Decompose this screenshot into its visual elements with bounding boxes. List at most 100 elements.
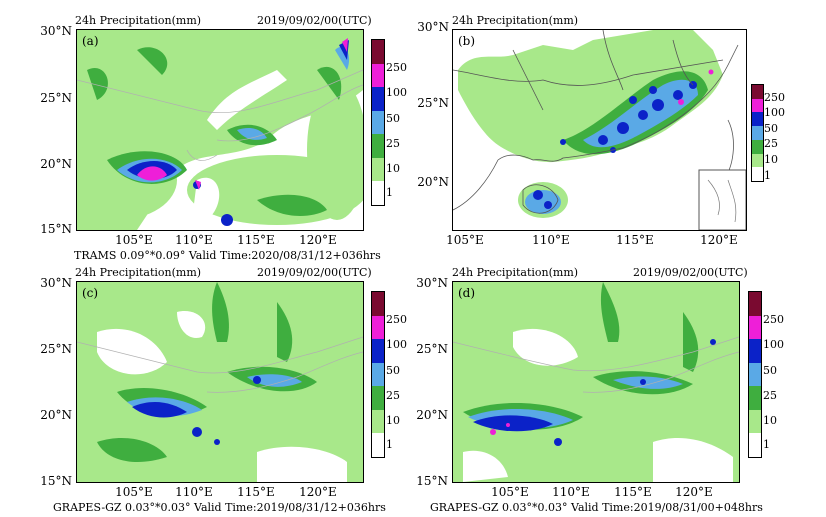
panel-b-legend-label: 25 (764, 137, 778, 150)
panel-a-xtick: 120°E (299, 233, 337, 247)
colorbar-segment (372, 386, 384, 410)
panel-a-ytick: 20°N (40, 157, 72, 171)
colorbar-segment (752, 153, 763, 168)
panel-b-title: 24h Precipitation(mm) (452, 14, 579, 27)
panel-d-xtick: 115°E (614, 485, 652, 499)
colorbar-segment (749, 433, 761, 457)
panel-d-legend-label: 250 (763, 313, 784, 326)
panel-a-xtick: 115°E (237, 233, 275, 247)
panel-b-colorbar (751, 84, 764, 182)
panel-a-legend-label: 10 (386, 162, 400, 175)
panel-d-ytick: 30°N (416, 276, 448, 290)
colorbar-segment (372, 315, 384, 340)
panel-a-date: 2019/09/02/00(UTC) (257, 14, 372, 27)
panel-c-legend-label: 100 (386, 338, 407, 351)
panel-c-legend-label: 25 (386, 389, 400, 402)
panel-b-ytick: 20°N (417, 175, 449, 189)
colorbar-segment (749, 315, 761, 340)
panel-d-legend-label: 10 (763, 414, 777, 427)
panel-b-legend-label: 250 (764, 91, 785, 104)
colorbar-segment (752, 112, 763, 127)
panel-b-legend-label: 100 (764, 106, 785, 119)
panel-c-xtick: 105°E (115, 485, 153, 499)
panel-d-legend-label: 50 (763, 364, 777, 377)
panel-c-label: (c) (82, 286, 99, 300)
panel-a-xtick: 105°E (115, 233, 153, 247)
panel-d-legend-label: 1 (763, 438, 770, 451)
colorbar-segment (372, 292, 384, 316)
colorbar-segment (752, 98, 763, 113)
panel-b-legend-label: 10 (764, 153, 778, 166)
panel-d-label: (d) (458, 286, 476, 300)
panel-c-legend-label: 50 (386, 364, 400, 377)
panel-c-title: 24h Precipitation(mm) (75, 266, 202, 279)
panel-a-legend-label: 25 (386, 137, 400, 150)
colorbar-segment (752, 167, 763, 181)
colorbar-segment (752, 139, 763, 154)
colorbar-segment (372, 362, 384, 387)
panel-c-legend-label: 1 (386, 438, 393, 451)
panel-d-ytick: 25°N (416, 342, 448, 356)
panel-a-legend-label: 100 (386, 86, 407, 99)
colorbar-segment (749, 362, 761, 387)
colorbar-segment (372, 110, 384, 135)
panel-c-xtick: 110°E (175, 485, 213, 499)
colorbar-segment (372, 433, 384, 457)
colorbar-segment (372, 87, 384, 111)
panel-b-ytick: 30°N (417, 20, 449, 34)
panel-a-footer: TRAMS 0.09°*0.09° Valid Time:2020/08/31/… (74, 249, 381, 262)
panel-a-ytick: 15°N (40, 222, 72, 236)
panel-c-ytick: 15°N (40, 474, 72, 488)
colorbar-segment (372, 181, 384, 205)
panel-d-ytick: 20°N (416, 408, 448, 422)
panel-b-label: (b) (458, 34, 476, 48)
panel-a-xtick: 110°E (175, 233, 213, 247)
panel-a-precip-field (77, 30, 363, 230)
panel-b-xtick: 105°E (446, 233, 484, 247)
colorbar-segment (372, 409, 384, 434)
panel-c-ytick: 25°N (40, 342, 72, 356)
panel-d-xtick: 120°E (675, 485, 713, 499)
colorbar-segment (749, 409, 761, 434)
panel-a-legend-label: 1 (386, 186, 393, 199)
panel-b-map: (b) (452, 29, 747, 231)
panel-d-precip-field (453, 282, 739, 482)
panel-d-map: (d) (452, 281, 740, 483)
panel-a-title: 24h Precipitation(mm) (75, 14, 202, 27)
panel-a-ytick: 30°N (40, 24, 72, 38)
panel-b-ytick: 25°N (417, 96, 449, 110)
panel-c-legend-label: 10 (386, 414, 400, 427)
colorbar-segment (749, 339, 761, 363)
colorbar-segment (749, 386, 761, 410)
colorbar-segment (372, 339, 384, 363)
panel-d-xtick: 105°E (491, 485, 529, 499)
panel-d-colorbar (748, 291, 762, 458)
panel-d-footer: GRAPES-GZ 0.03°*0.03° Valid Time:2019/08… (430, 501, 763, 514)
panel-c-footer: GRAPES-GZ 0.03°*0.03° Valid Time:2019/08… (53, 501, 386, 514)
colorbar-segment (372, 40, 384, 64)
panel-a-legend-label: 250 (386, 61, 407, 74)
panel-d-title: 24h Precipitation(mm) (452, 266, 579, 279)
colorbar-segment (749, 292, 761, 316)
colorbar-segment (372, 157, 384, 182)
panel-a-label: (a) (82, 34, 99, 48)
colorbar-segment (372, 134, 384, 158)
panel-b-xtick: 110°E (532, 233, 570, 247)
panel-c-precip-field (77, 282, 363, 482)
panel-d-date: 2019/09/02/00(UTC) (633, 266, 748, 279)
panel-c-ytick: 30°N (40, 276, 72, 290)
panel-b-legend-label: 1 (764, 169, 771, 182)
panel-c-date: 2019/09/02/00(UTC) (257, 266, 372, 279)
colorbar-segment (752, 85, 763, 99)
panel-d-legend-label: 25 (763, 389, 777, 402)
panel-a-ytick: 25°N (40, 91, 72, 105)
panel-c-map: (c) (76, 281, 364, 483)
panel-d-xtick: 110°E (552, 485, 590, 499)
panel-a-map: (a) (76, 29, 364, 231)
panel-a-legend-label: 50 (386, 112, 400, 125)
panel-b-xtick: 120°E (700, 233, 738, 247)
panel-b-legend-label: 50 (764, 122, 778, 135)
panel-c-xtick: 120°E (299, 485, 337, 499)
panel-d-ytick: 15°N (416, 474, 448, 488)
colorbar-segment (372, 63, 384, 88)
